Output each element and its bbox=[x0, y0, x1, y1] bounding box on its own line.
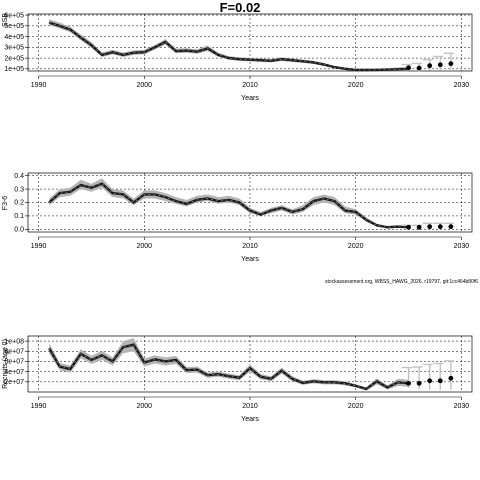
f-forecast-point bbox=[427, 224, 433, 230]
recruits-forecast-point bbox=[416, 380, 422, 386]
ssb-x-tick-label: 1990 bbox=[31, 82, 47, 89]
ssb-x-tick-label: 2020 bbox=[348, 82, 364, 89]
recruits-series bbox=[48, 343, 409, 391]
f-y-tick-label: 0.3 bbox=[14, 186, 24, 193]
f-forecast-point bbox=[416, 224, 422, 230]
ssb-forecast-point bbox=[427, 63, 433, 69]
recruits-y-axis-label: Recruits (age 0) bbox=[2, 339, 9, 389]
f-y-tick-label: 0.0 bbox=[14, 227, 24, 234]
f-x-tick-label: 2020 bbox=[348, 243, 364, 250]
version-caption: stockassessment.org, WBSS_HAWG_2026, r19… bbox=[325, 279, 478, 285]
ssb-x-axis: 1990 2000 2010 2020 2030 bbox=[31, 75, 470, 89]
ssb-series bbox=[48, 21, 409, 72]
f-forecast-point bbox=[406, 224, 411, 230]
ssb-grid bbox=[28, 14, 472, 71]
f-y-tick-label: 0.4 bbox=[14, 173, 24, 180]
chart-title: F=0.02 bbox=[220, 0, 261, 15]
recruitment-panel: 1990 2000 2010 2020 2030 2e+07 4e+07 6e+07 8e+0… bbox=[2, 335, 473, 423]
ssb-forecast-point bbox=[437, 62, 443, 68]
ssb-forecast-point bbox=[448, 61, 454, 67]
f-forecast bbox=[401, 222, 454, 230]
recruits-y-tick-label: 1e+08 bbox=[4, 338, 24, 345]
recruits-forecast-point bbox=[406, 380, 411, 386]
f-x-tick-label: 2010 bbox=[242, 243, 258, 250]
f-x-tick-label: 2030 bbox=[454, 243, 470, 250]
ssb-y-tick-label: 4e+05 bbox=[4, 34, 24, 41]
recruits-estimate-dash bbox=[48, 344, 409, 390]
ssb-y-tick-label: 6e+05 bbox=[4, 12, 24, 19]
recruits-x-tick-label: 2030 bbox=[454, 403, 470, 410]
ssb-x-tick-label: 2030 bbox=[454, 82, 470, 89]
ssb-y-tick-label: 1e+05 bbox=[4, 66, 24, 73]
ssb-x-tick-label: 2010 bbox=[242, 82, 258, 89]
f-y-tick-label: 0.2 bbox=[14, 200, 24, 207]
f-estimate-dash bbox=[48, 183, 409, 228]
recruits-x-axis-label: Years bbox=[241, 416, 259, 423]
f-forecast-point bbox=[437, 224, 443, 230]
f-y-tick-label: 0.1 bbox=[14, 213, 24, 220]
recruits-x-tick-label: 2000 bbox=[136, 403, 152, 410]
ssb-confidence-band bbox=[49, 19, 409, 72]
recruits-confidence-band bbox=[49, 338, 409, 391]
fishing-mortality-panel: 1990 2000 2010 2020 2030 0.0 0.1 0.2 0.3 0.4 Yea… bbox=[2, 172, 473, 263]
recruits-forecast bbox=[401, 360, 454, 390]
recruits-y-tick-label: 8e+07 bbox=[4, 348, 24, 355]
ssb-x-tick-label: 2000 bbox=[136, 82, 152, 89]
f-y-axis: 0.0 0.1 0.2 0.3 0.4 bbox=[14, 173, 28, 234]
recruits-ci-band bbox=[49, 338, 409, 391]
ssb-ci-band bbox=[49, 19, 409, 72]
f-estimate-line bbox=[48, 182, 409, 229]
ssb-y-tick-label: 2e+05 bbox=[4, 55, 24, 62]
f-grid bbox=[28, 173, 472, 232]
recruits-y-tick-label: 2e+07 bbox=[4, 379, 24, 386]
ssb-y-axis-label: SSB bbox=[2, 13, 9, 27]
ssb-y-axis: 1e+05 2e+05 3e+05 4e+05 5e+05 6e+05 bbox=[4, 12, 28, 73]
recruits-y-tick-label: 6e+07 bbox=[4, 359, 24, 366]
ssb-estimate-line bbox=[48, 21, 409, 72]
recruits-x-tick-label: 2020 bbox=[348, 403, 364, 410]
f-y-axis-label: F3-6 bbox=[2, 196, 9, 211]
recruits-x-axis: 1990 2000 2010 2020 2030 bbox=[31, 396, 470, 410]
ssb-forecast-point bbox=[406, 65, 411, 71]
recruits-forecast-point bbox=[448, 375, 454, 381]
f-x-axis-label: Years bbox=[241, 256, 259, 263]
ssb-forecast bbox=[401, 52, 454, 72]
recruits-y-axis: 2e+07 4e+07 6e+07 8e+07 1e+08 bbox=[4, 338, 28, 386]
recruits-forecast-point bbox=[437, 378, 443, 384]
ssb-panel: 1990 2000 2010 2020 2030 1e+05 2e+05 3e+05 4e+0… bbox=[2, 12, 473, 102]
f-x-tick-label: 2000 bbox=[136, 243, 152, 250]
f-x-tick-label: 1990 bbox=[31, 243, 47, 250]
f-forecast-point bbox=[448, 224, 454, 230]
ssb-x-axis-label: Years bbox=[241, 95, 259, 102]
ssb-y-tick-label: 3e+05 bbox=[4, 45, 24, 52]
ssb-estimate-dash bbox=[49, 22, 409, 71]
f-series bbox=[48, 182, 409, 229]
recruits-grid bbox=[28, 336, 472, 392]
recruits-x-tick-label: 2010 bbox=[242, 403, 258, 410]
recruits-x-tick-label: 1990 bbox=[31, 403, 47, 410]
recruits-y-tick-label: 4e+07 bbox=[4, 369, 24, 376]
recruits-forecast-point bbox=[427, 378, 433, 384]
f-x-axis: 1990 2000 2010 2020 2030 bbox=[31, 236, 470, 250]
ssb-forecast-point bbox=[416, 65, 422, 71]
ssb-y-tick-label: 5e+05 bbox=[4, 23, 24, 30]
